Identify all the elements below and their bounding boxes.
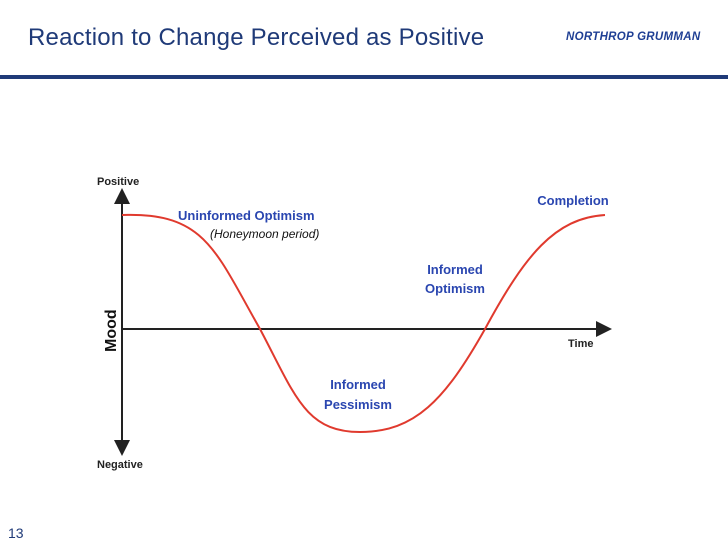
informed-optimism-label-line2: Optimism bbox=[425, 281, 485, 296]
slide-title: Reaction to Change Perceived as Positive bbox=[28, 24, 485, 51]
informed-pessimism-label-line2: Pessimism bbox=[324, 397, 392, 412]
honeymoon-period-label: (Honeymoon period) bbox=[210, 227, 319, 241]
mood-curve bbox=[121, 213, 606, 434]
page-number: 13 bbox=[8, 525, 24, 541]
y-axis-title: Mood bbox=[103, 309, 120, 352]
y-axis-negative-label: Negative bbox=[97, 459, 143, 471]
header-rule bbox=[0, 75, 728, 79]
northrop-grumman-logo: NORTHROP GRUMMAN bbox=[566, 31, 701, 43]
informed-pessimism-label-line1: Informed bbox=[330, 377, 386, 392]
x-axis-time-label: Time bbox=[568, 338, 593, 350]
completion-label: Completion bbox=[537, 193, 609, 208]
y-axis-positive-label: Positive bbox=[97, 176, 139, 188]
uninformed-optimism-label: Uninformed Optimism bbox=[178, 208, 315, 223]
informed-optimism-label-line1: Informed bbox=[427, 262, 483, 277]
